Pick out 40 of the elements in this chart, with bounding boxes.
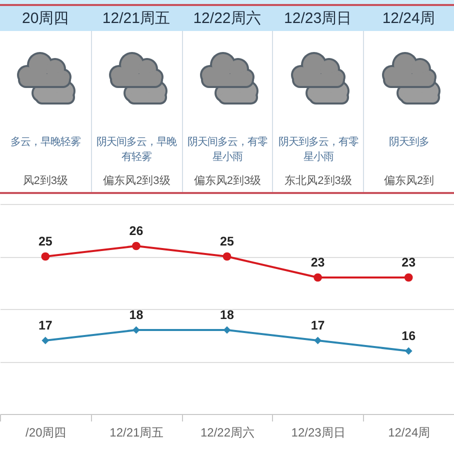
point (41, 252, 50, 261)
data-label: 25 (220, 234, 234, 248)
point (314, 273, 322, 282)
x-tick-label: 12/24周 (388, 426, 430, 440)
text: 多云，早晚轻雾 (9, 136, 82, 150)
data-label: 18 (129, 308, 144, 322)
text: 阴天间多云，有零星小雨 (186, 136, 268, 165)
text: 东北风2到3级 (284, 174, 353, 189)
data-label: 26 (129, 224, 144, 238)
text: 风2到3级 (22, 174, 70, 189)
data-label: 17 (38, 318, 52, 332)
text: 20周四 (21, 9, 70, 29)
text: 偏东风2到3级 (102, 174, 172, 189)
point (132, 242, 140, 250)
point (404, 273, 413, 282)
text: 阴天间多云，早晚有轻雾 (96, 136, 178, 165)
data-label: 23 (402, 256, 416, 270)
point (222, 252, 232, 261)
text: 12/21周五 (101, 9, 171, 29)
data-label: 18 (220, 308, 234, 322)
point (132, 326, 140, 334)
text: 12/22周六 (192, 9, 262, 29)
text: 12/23周日 (283, 9, 353, 29)
text: 阴天到多云，有零星小雨 (277, 136, 360, 165)
x-tick-label: /20周四 (26, 426, 66, 440)
text: 12/24周 (381, 9, 436, 29)
data-label: 23 (310, 256, 325, 270)
point (223, 326, 231, 334)
point (42, 336, 50, 344)
x-tick-label: 12/23周日 (291, 426, 346, 440)
x-tick-label: 12/21周五 (110, 426, 164, 440)
point (404, 347, 412, 355)
data-label: 25 (38, 234, 52, 248)
text: 偏东风2到 (383, 174, 436, 189)
text: 阴天到多 (388, 136, 430, 150)
data-label: 17 (310, 318, 325, 332)
text: 偏东风2到3级 (192, 174, 262, 189)
point (314, 336, 322, 344)
data-label: 16 (402, 329, 416, 343)
x-tick-label: 12/22周六 (200, 426, 255, 440)
